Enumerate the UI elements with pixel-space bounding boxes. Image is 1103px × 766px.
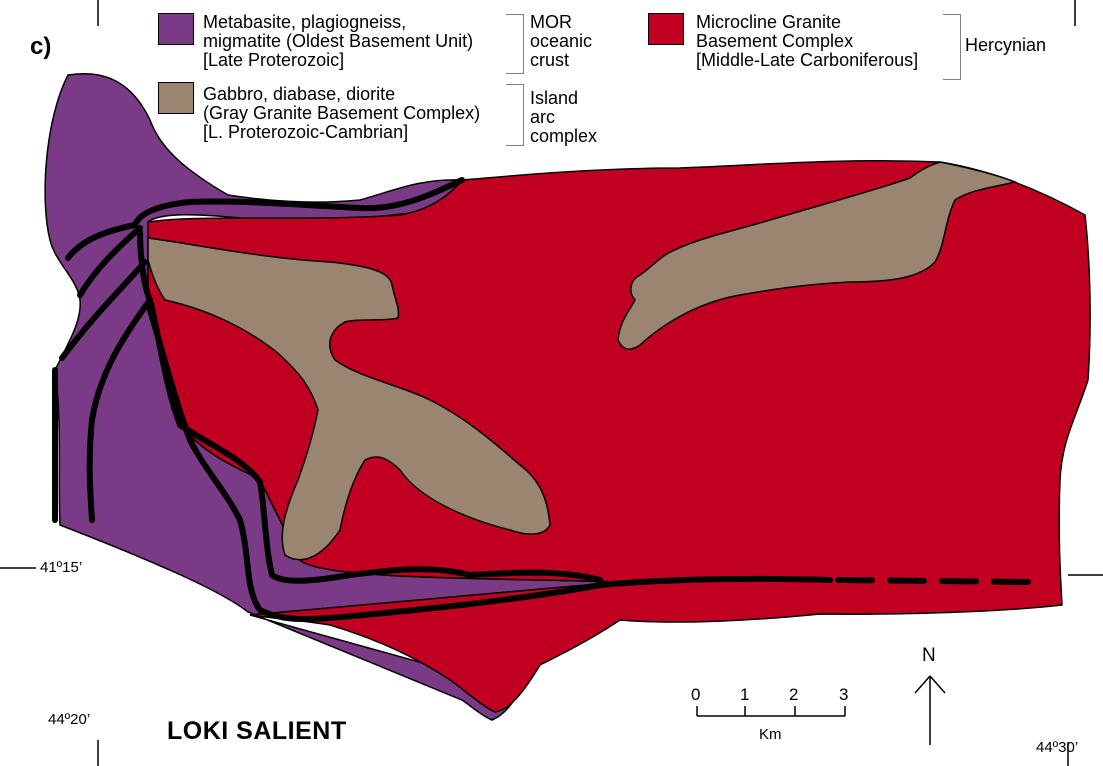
fault-line-splay-3 bbox=[59, 259, 148, 361]
fault-line-splay-1 bbox=[65, 222, 138, 261]
legend-bracket-hercynian bbox=[943, 14, 961, 80]
legend-unit3-line2: Basement Complex bbox=[696, 31, 854, 52]
fault-line-inner bbox=[147, 307, 603, 623]
legend-unit1-line2: migmatite (Oldest Basement Unit) bbox=[203, 31, 474, 52]
fault-line-eastern bbox=[597, 575, 833, 588]
longitude-label-44-20: 44º20’ bbox=[48, 711, 91, 728]
legend-group-mor-line3: crust bbox=[530, 50, 570, 71]
legend-unit2-line2: (Gray Granite Basement Complex) bbox=[203, 103, 481, 124]
legend-swatch-gray-granite bbox=[158, 82, 194, 114]
scale-tick-label-1: 1 bbox=[740, 685, 750, 704]
legend-bracket-mor bbox=[506, 14, 524, 74]
legend-unit1-line1: Metabasite, plagiogneiss, bbox=[203, 12, 407, 32]
scale-tick-label-0: 0 bbox=[691, 685, 701, 704]
map-title: LOKI SALIENT bbox=[167, 717, 347, 745]
legend-group-arc-line1: Island bbox=[530, 88, 579, 108]
legend-item-gray-granite: Gabbro, diabase, diorite (Gray Granite B… bbox=[203, 84, 481, 143]
legend-item-microcline-granite: Microcline Granite Basement Complex [Mid… bbox=[696, 12, 919, 71]
fault-line-splay-2 bbox=[77, 225, 143, 298]
legend-group-arc-line3: complex bbox=[530, 126, 598, 147]
longitude-label-44-30: 44º30’ bbox=[1036, 739, 1079, 756]
legend-group-hercynian: Hercynian bbox=[965, 35, 1047, 55]
gray-granite-area-west bbox=[147, 237, 551, 561]
gray-granite-area-east bbox=[617, 161, 1018, 350]
north-arrow-icon bbox=[914, 675, 946, 745]
legend-group-island-arc: Island arc complex bbox=[530, 88, 598, 147]
legend-group-mor: MOR oceanic crust bbox=[530, 12, 593, 71]
scale-tick-label-3: 3 bbox=[839, 685, 849, 704]
fault-line-splay-4 bbox=[86, 297, 153, 523]
legend-item-oldest-basement: Metabasite, plagiogneiss, migmatite (Old… bbox=[203, 12, 474, 71]
scale-tick-label-2: 2 bbox=[789, 685, 799, 704]
legend-unit3-line1: Microcline Granite bbox=[696, 12, 842, 32]
legend-unit3-line3: [Middle-Late Carboniferous] bbox=[696, 50, 919, 71]
legend-unit1-line3: [Late Proterozoic] bbox=[203, 50, 345, 71]
legend-group-arc-line2: arc bbox=[530, 107, 556, 128]
fault-line-dashed-extension bbox=[835, 577, 1033, 585]
legend-bracket-island-arc bbox=[506, 84, 524, 146]
fault-line-northern bbox=[132, 177, 465, 228]
fault-lines bbox=[52, 177, 1033, 623]
legend-unit2-line3: [L. Proterozoic-Cambrian] bbox=[203, 122, 409, 143]
legend-swatch-oldest-basement bbox=[158, 13, 194, 45]
scale-unit-label: Km bbox=[759, 726, 782, 743]
legend-unit2-line1: Gabbro, diabase, diorite bbox=[203, 84, 396, 104]
legend-swatch-microcline-granite bbox=[648, 13, 684, 45]
scale-bar bbox=[696, 706, 846, 717]
north-arrow-label: N bbox=[922, 645, 936, 666]
legend-group-mor-line1: MOR bbox=[530, 12, 572, 32]
legend-group-mor-line2: oceanic bbox=[530, 31, 593, 52]
panel-label: c) bbox=[30, 33, 52, 60]
latitude-label-41-15: 41º15’ bbox=[40, 559, 83, 576]
